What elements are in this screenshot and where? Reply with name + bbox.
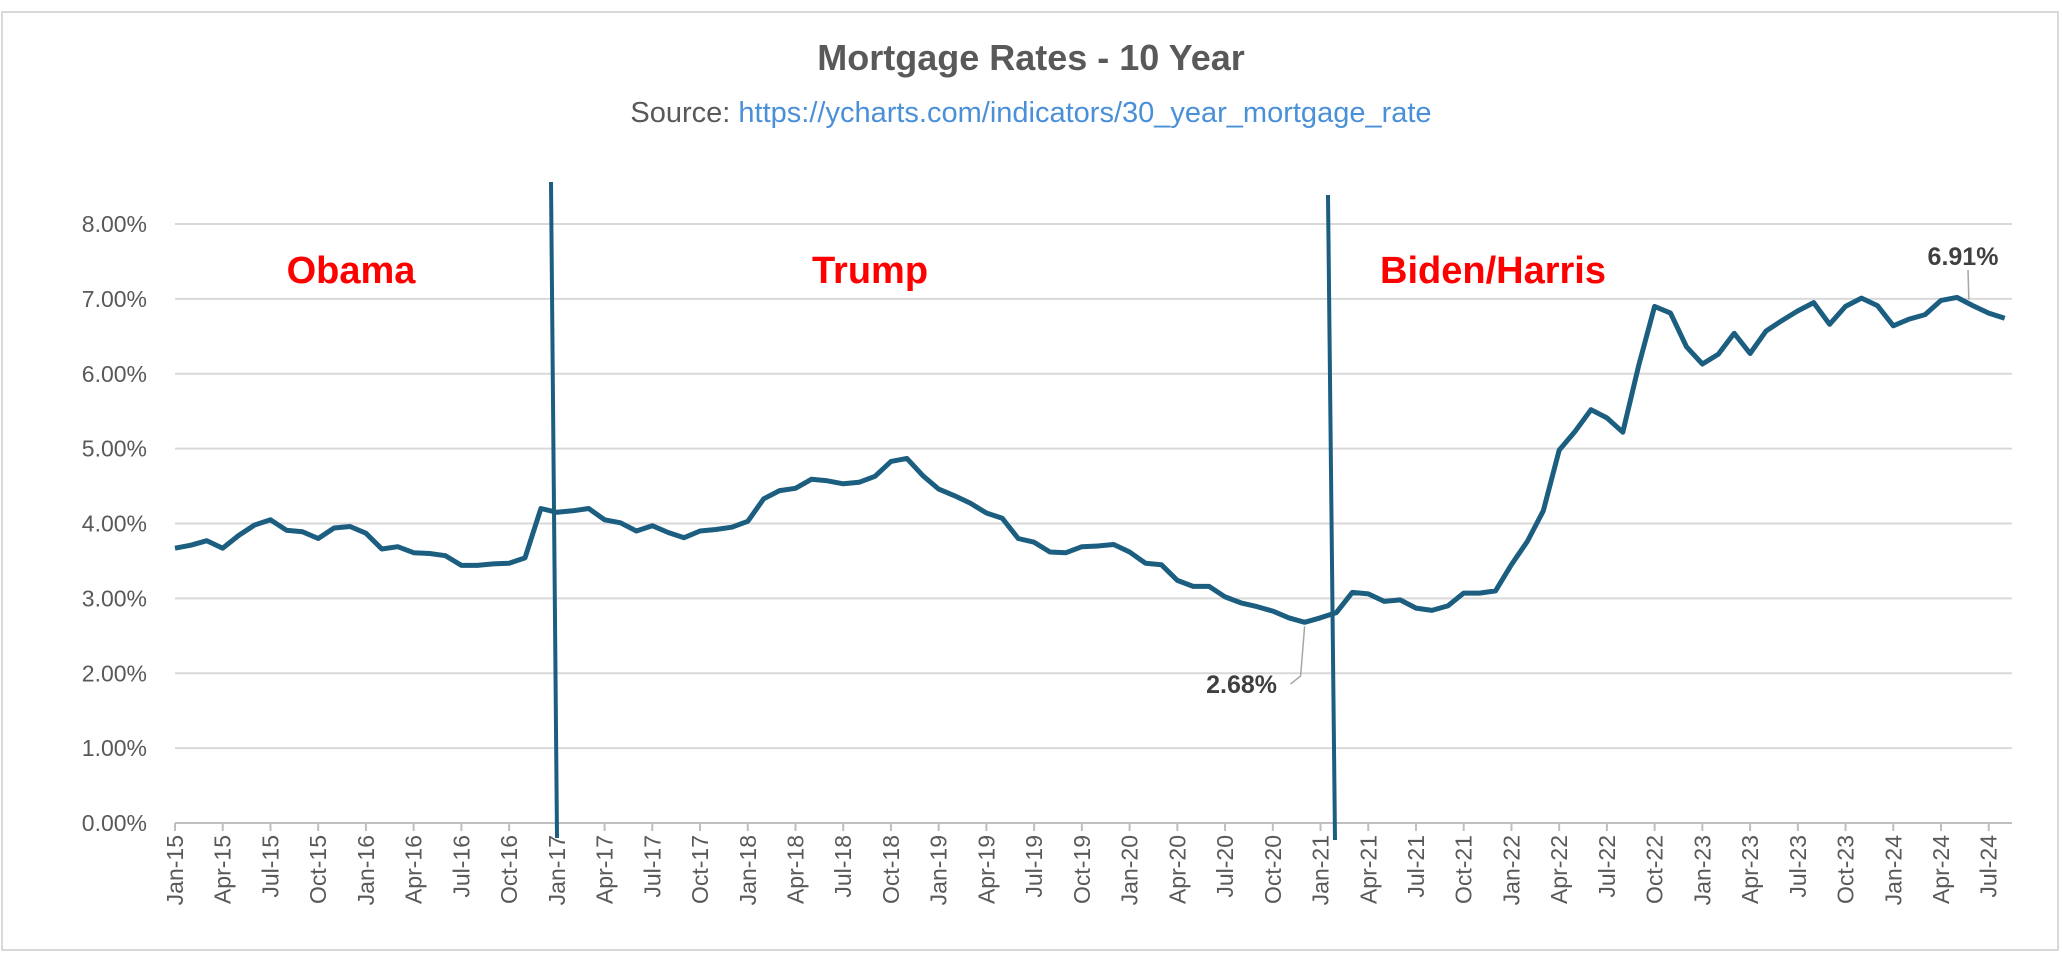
x-tick-label: Oct-16	[496, 835, 522, 904]
y-tick-label: 8.00%	[82, 211, 147, 237]
x-tick-label: Apr-22	[1546, 835, 1572, 904]
x-tick-label: Oct-19	[1069, 835, 1095, 904]
y-tick-label: 2.00%	[82, 660, 147, 686]
x-tick-label: Jul-24	[1976, 835, 2002, 898]
x-tick-label: Oct-22	[1642, 835, 1668, 904]
y-tick-label: 1.00%	[82, 735, 147, 761]
x-tick-label: Apr-21	[1355, 835, 1381, 904]
x-tick-label: Jul-20	[1212, 835, 1238, 898]
y-tick-label: 4.00%	[82, 511, 147, 537]
x-tick-label: Jul-18	[830, 835, 856, 898]
annotation-label-low: 2.68%	[1206, 671, 1277, 699]
x-tick-label: Jan-21	[1308, 835, 1334, 905]
x-tick-label: Jul-19	[1021, 835, 1047, 898]
x-tick-label: Apr-24	[1928, 835, 1954, 904]
x-tick-label: Jan-16	[353, 835, 379, 905]
chart-border	[1, 11, 2059, 951]
x-tick-label: Apr-18	[782, 835, 808, 904]
x-tick-label: Apr-19	[973, 835, 999, 904]
x-tick-label: Oct-15	[305, 835, 331, 904]
y-tick-label: 6.00%	[82, 361, 147, 387]
x-tick-label: Jul-17	[639, 835, 665, 898]
x-tick-label: Jan-22	[1498, 835, 1524, 905]
x-tick-label: Jul-23	[1785, 835, 1811, 898]
source-label: Source:	[630, 97, 738, 129]
x-tick-label: Oct-20	[1260, 835, 1286, 904]
era-divider-Jan-21	[1326, 194, 1337, 841]
x-tick-label: Jan-20	[1117, 835, 1143, 905]
x-tick-label: Oct-17	[687, 835, 713, 904]
x-tick-label: Jul-15	[257, 835, 283, 898]
y-tick-label: 3.00%	[82, 585, 147, 611]
x-tick-label: Jan-19	[926, 835, 952, 905]
chart-title: Mortgage Rates - 10 Year	[817, 37, 1245, 78]
x-tick-label: Jul-22	[1594, 835, 1620, 898]
x-tick-label: Jan-18	[735, 835, 761, 905]
x-tick-label: Jul-21	[1403, 835, 1429, 898]
x-tick-label: Apr-15	[210, 835, 236, 904]
x-tick-label: Apr-16	[401, 835, 427, 904]
chart-subtitle: Source: https://ycharts.com/indicators/3…	[630, 97, 1431, 129]
source-link[interactable]: https://ycharts.com/indicators/30_year_m…	[738, 97, 1431, 129]
mortgage-rate-line	[174, 294, 2006, 625]
annotation-leader	[1967, 269, 1970, 300]
era-label: Trump	[812, 250, 928, 292]
annotation-label-recent: 6.91%	[1928, 243, 1999, 271]
x-tick-label: Oct-21	[1451, 835, 1477, 904]
y-tick-label: 5.00%	[82, 436, 147, 462]
y-tick-label: 7.00%	[82, 286, 147, 312]
x-tick-label: Jan-17	[544, 835, 570, 905]
annotation-leader	[1290, 626, 1306, 685]
x-tick-label: Jan-24	[1880, 835, 1906, 906]
x-tick-label: Apr-17	[592, 835, 618, 904]
era-label: Obama	[287, 250, 417, 292]
era-label: Biden/Harris	[1380, 250, 1606, 292]
x-tick-label: Jan-23	[1689, 835, 1715, 905]
x-tick-label: Apr-23	[1737, 835, 1763, 904]
x-tick-label: Oct-23	[1833, 835, 1859, 904]
x-tick-label: Jul-16	[448, 835, 474, 898]
x-tick-label: Jan-15	[162, 835, 188, 905]
x-tick-label: Oct-18	[878, 835, 904, 904]
x-tick-label: Apr-20	[1164, 835, 1190, 904]
y-tick-label: 0.00%	[82, 810, 147, 836]
